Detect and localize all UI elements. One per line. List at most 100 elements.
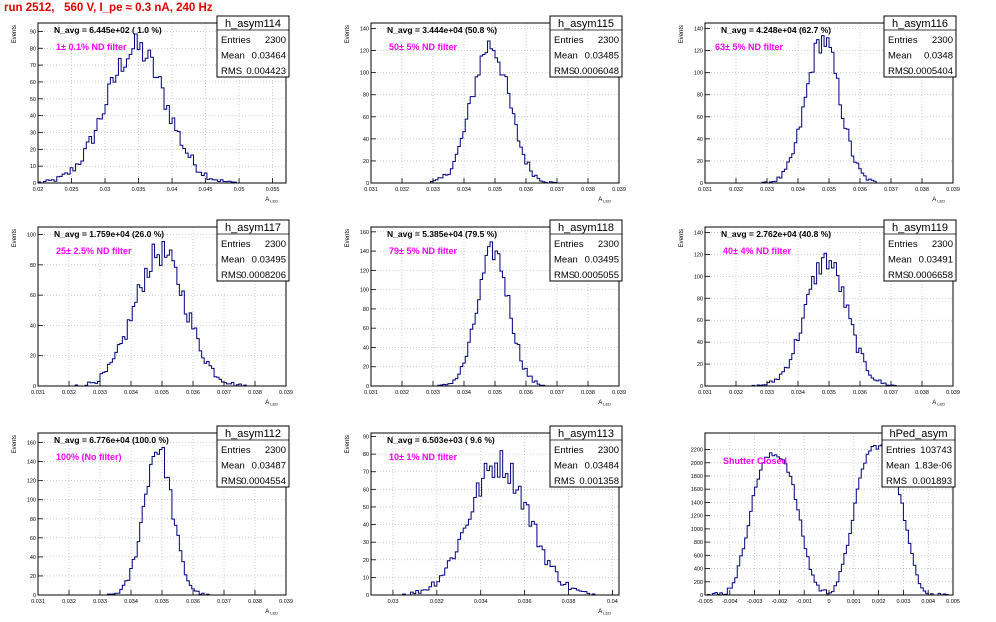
x-tick-label: 0.039 <box>279 599 293 605</box>
stats-box-frame <box>549 425 623 488</box>
x-tick-label: 0.045 <box>199 187 213 193</box>
y-tick-label: 80 <box>363 93 369 99</box>
y-tick-label: 80 <box>363 452 369 458</box>
histogram-name: h_asym115 <box>558 18 614 30</box>
x-tick-label: 0.038 <box>915 187 929 193</box>
stats-entries-label: Entries <box>888 35 918 46</box>
x-tick-label: 0.032 <box>62 390 76 396</box>
x-tick-label: 0.036 <box>186 599 200 605</box>
navg-label: N_avg = 2.762e+04 (40.8 %) <box>721 229 831 239</box>
stats-box-frame <box>881 425 956 488</box>
x-tick-label: 0.035 <box>822 390 836 396</box>
y-tick-label: 1400 <box>691 500 703 506</box>
y-tick-label: 0 <box>700 384 703 390</box>
y-tick-label: 20 <box>363 159 369 165</box>
x-tick-label: 0.039 <box>946 187 960 193</box>
histogram-panel: 0.02 0.025 0.03 0.035 0.04 0.045 0.05 0.055 0 10 2… <box>12 15 290 204</box>
x-tick-label: -0.002 <box>772 599 788 605</box>
x-tick-label: 0.035 <box>132 187 146 193</box>
stats-mean-value: 0.03495 <box>585 255 619 266</box>
y-tick-label: 60 <box>697 115 703 121</box>
y-tick-label: 40 <box>363 137 369 143</box>
stats-box-frame <box>549 219 623 282</box>
y-tick-label: 40 <box>30 114 36 120</box>
stats-rms-value: 0.0006048 <box>574 66 619 77</box>
y-tick-label: 40 <box>30 555 36 561</box>
x-tick-label: 0.032 <box>430 599 444 605</box>
stats-rms-label: RMS <box>888 66 909 77</box>
stats-box-frame <box>883 15 957 78</box>
y-tick-label: 40 <box>363 523 369 529</box>
x-tick-label: 0.031 <box>364 390 378 396</box>
plot-frame <box>370 432 620 596</box>
filter-label: 10± 1% ND filter <box>389 452 457 462</box>
x-tick-label: 0.035 <box>155 390 169 396</box>
stats-box: h_asym118 Entries 2300 Mean 0.03495 RMS0.0005… <box>549 219 623 282</box>
stats-rms-label: RMS <box>221 476 242 487</box>
y-tick-label: 120 <box>694 49 703 55</box>
x-tick-label: 0.039 <box>279 390 293 396</box>
y-tick-label: 80 <box>30 46 36 52</box>
stats-box: h_asym114 Entries 2300 Mean 0.03464 RMS 0.0044… <box>216 15 290 78</box>
x-tick-label: 0.032 <box>62 599 76 605</box>
y-tick-label: 140 <box>694 27 703 33</box>
histogram-panel: 0.03 0.032 0.034 0.036 0.038 0.04 0 10 20 30 40 50 6… <box>345 425 623 616</box>
y-tick-label: 120 <box>694 252 703 258</box>
y-tick-label: 100 <box>27 498 36 504</box>
y-tick-label: 40 <box>697 137 703 143</box>
x-tick-label: 0.033 <box>760 187 774 193</box>
histogram-name: h_asym117 <box>225 222 281 234</box>
histogram-name: hPed_asym <box>889 428 947 440</box>
x-axis-label: ALED <box>932 400 945 407</box>
stats-rms-label: RMS <box>554 66 575 77</box>
y-tick-label: 10 <box>30 164 36 170</box>
stats-box-frame <box>883 219 957 282</box>
stats-box: hPed_asym Entries 103743 Mean 1.83e-06 RMS 0.0… <box>881 425 956 488</box>
x-tick-label: 0.033 <box>760 390 774 396</box>
y-axis-label: Events <box>12 25 18 43</box>
histogram-name: h_asym112 <box>225 428 281 440</box>
y-tick-label: 100 <box>694 71 703 77</box>
stats-box-frame <box>549 15 623 78</box>
y-axis-label: Events <box>679 25 685 43</box>
x-tick-label: 0.037 <box>217 390 231 396</box>
y-tick-label: 30 <box>30 130 36 136</box>
x-tick-label: 0.04 <box>167 187 178 193</box>
x-tick-label: 0.03 <box>100 187 111 193</box>
y-tick-label: 140 <box>694 230 703 236</box>
x-tick-label: 0.038 <box>915 390 929 396</box>
y-tick-label: 0 <box>366 384 369 390</box>
x-tick-label: 0.032 <box>729 390 743 396</box>
histogram-panel: 0.031 0.032 0.033 0.034 0.035 0.036 0.037 0.038… <box>679 15 960 204</box>
y-tick-label: 30 <box>363 540 369 546</box>
x-tick-label: 0.038 <box>248 599 262 605</box>
navg-label: N_avg = 4.248e+04 (62.7 %) <box>721 25 831 35</box>
x-tick-label: 0.039 <box>612 187 626 193</box>
y-axis-label: Events <box>345 435 351 453</box>
x-tick-label: 0.035 <box>822 187 836 193</box>
y-tick-label: 50 <box>363 505 369 511</box>
stats-mean-label: Mean <box>886 461 910 472</box>
y-tick-label: 20 <box>30 574 36 580</box>
stats-mean-value: 0.03491 <box>919 255 953 266</box>
x-tick-label: 0.025 <box>65 187 79 193</box>
stats-mean-label: Mean <box>554 255 578 266</box>
stats-entries-value: 2300 <box>265 445 286 456</box>
navg-label: N_avg = 1.759e+04 (26.0 %) <box>54 229 164 239</box>
y-tick-label: 0 <box>366 181 369 187</box>
histogram-name: h_asym116 <box>892 18 948 30</box>
x-tick-label: 0.031 <box>31 599 45 605</box>
navg-label: N_avg = 6.445e+02 ( 1.0 %) <box>54 25 162 35</box>
y-tick-label: 60 <box>30 536 36 542</box>
stats-mean-value: 0.03487 <box>252 461 286 472</box>
stats-entries-value: 2300 <box>265 239 286 250</box>
x-tick-label: 0.032 <box>395 390 409 396</box>
stats-entries-value: 103743 <box>920 445 952 456</box>
y-tick-label: 60 <box>30 80 36 86</box>
y-tick-label: 20 <box>697 159 703 165</box>
y-axis-label: Events <box>345 229 351 247</box>
stats-entries-label: Entries <box>221 35 251 46</box>
stats-box: h_asym113 Entries 2300 Mean 0.03484 RMS 0.0013… <box>549 425 623 488</box>
x-tick-label: 0.037 <box>550 187 564 193</box>
x-tick-label: 0.003 <box>897 599 911 605</box>
